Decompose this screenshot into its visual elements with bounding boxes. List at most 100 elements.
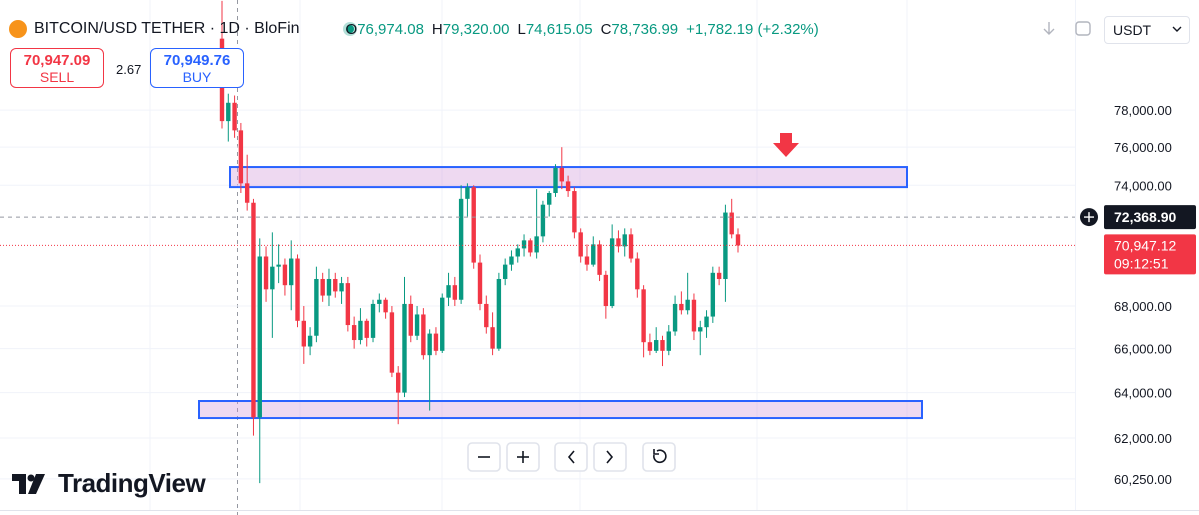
candle-body [660, 340, 665, 351]
candle-body [490, 327, 495, 349]
candle-body [370, 303, 376, 338]
candle-body [597, 244, 602, 275]
y-tick-label: 74,000.00 [1114, 178, 1172, 193]
y-tick-label: 66,000.00 [1114, 342, 1172, 357]
logo-mark [12, 474, 45, 494]
candle-body [729, 212, 734, 235]
header-icons[interactable] [1043, 21, 1182, 36]
ohlc-label: H [431, 20, 443, 38]
candle-body [446, 285, 451, 298]
buy-button[interactable]: 70,949.76 BUY [150, 48, 244, 88]
y-tick-label: 62,000.00 [1114, 431, 1172, 446]
candle-body [735, 234, 741, 246]
bitcoin-icon [9, 20, 27, 38]
candle-body [723, 212, 728, 279]
crosshair-price-box [1104, 205, 1196, 230]
download-icon[interactable] [1043, 22, 1055, 35]
candle-body [465, 187, 470, 199]
candle-body [440, 297, 445, 351]
zoom-controls[interactable] [467, 442, 676, 472]
candle-body [345, 283, 351, 326]
candle-body [591, 244, 596, 265]
candle-body [307, 335, 313, 347]
last-price-label: 70,947.12 [1114, 237, 1176, 253]
countdown-label: 09:12:51 [1114, 255, 1169, 271]
sell-button[interactable]: 70,947.09 SELL [10, 48, 104, 88]
scroll-left-button[interactable] [554, 442, 588, 472]
crosshair-price-label: 72,368.90 [1114, 209, 1176, 225]
candle-body [364, 320, 369, 338]
candle-body [251, 202, 256, 418]
ohlc-value: 76,974.08 [357, 20, 424, 38]
candle-body [521, 240, 527, 249]
symbol-title: BITCOIN/USD TETHER · 1D · BloFin [34, 20, 300, 37]
candle-body [226, 102, 231, 122]
candle-body [395, 372, 401, 393]
candle-body [433, 333, 439, 351]
candle-body [635, 258, 640, 290]
candle-body [578, 232, 583, 257]
candle-body [402, 303, 407, 393]
y-tick-label: 78,000.00 [1114, 103, 1172, 118]
candle-body [641, 289, 646, 343]
candle-body [333, 278, 338, 292]
candle-body [691, 299, 697, 332]
candle-body [622, 234, 627, 247]
y-tick-label: 60,250.00 [1114, 472, 1172, 487]
candle-body [301, 320, 307, 347]
candle-body [276, 264, 281, 267]
candle-body [377, 299, 382, 304]
candle-body [232, 102, 237, 131]
ohlc-value: 74,615.05 [525, 20, 593, 38]
ohlc-label: C [600, 20, 612, 38]
candle-body [716, 272, 722, 279]
candle-body [408, 303, 413, 336]
branding: TradingView [58, 468, 206, 498]
market-status-dot [346, 25, 354, 33]
ohlc-label: L [517, 20, 526, 38]
header: BITCOIN/USD TETHER · 1D · BloFin O 76,974… [10, 17, 819, 41]
candle-body [326, 278, 332, 296]
spread: 2.67 [116, 62, 142, 77]
zone [198, 400, 923, 420]
candle-body [559, 168, 565, 182]
candle-body [351, 325, 357, 341]
candle-body [289, 258, 294, 286]
candle-body [320, 278, 325, 296]
reset-button[interactable] [642, 442, 676, 472]
y-tick-label: 76,000.00 [1114, 140, 1172, 155]
sell-label: SELL [39, 69, 75, 85]
candle-body [238, 130, 244, 184]
buy-price: 70,949.76 [163, 52, 231, 69]
candle-body [452, 285, 458, 300]
candle-body [515, 248, 520, 257]
candle-body [263, 256, 269, 290]
candle-body [458, 198, 464, 300]
candle-body [502, 264, 508, 279]
candle-body [528, 240, 533, 253]
candle-body [666, 331, 671, 351]
fullscreen-icon[interactable] [1075, 21, 1091, 36]
candle-body [710, 272, 716, 317]
candle-body [628, 234, 634, 259]
candle-body [295, 258, 300, 321]
currency-select[interactable]: USDT [1104, 16, 1190, 44]
candle-body [496, 278, 502, 349]
candle-body [509, 256, 514, 265]
candle-body [383, 299, 388, 313]
vertical-grid [149, 0, 908, 510]
candle-body [257, 256, 262, 418]
sell-price: 70,947.09 [23, 52, 91, 69]
candle-body [672, 303, 678, 332]
scroll-right-button[interactable] [593, 442, 627, 472]
candle-body [358, 320, 363, 341]
ohlc-value: 78,736.99 [611, 20, 679, 38]
last-price-box [1104, 234, 1196, 275]
candle-body [572, 191, 577, 233]
candle-body [534, 236, 539, 253]
candle-body [471, 187, 476, 263]
candle-body [484, 303, 489, 328]
candle-body [616, 238, 621, 247]
candle-body [414, 314, 420, 336]
